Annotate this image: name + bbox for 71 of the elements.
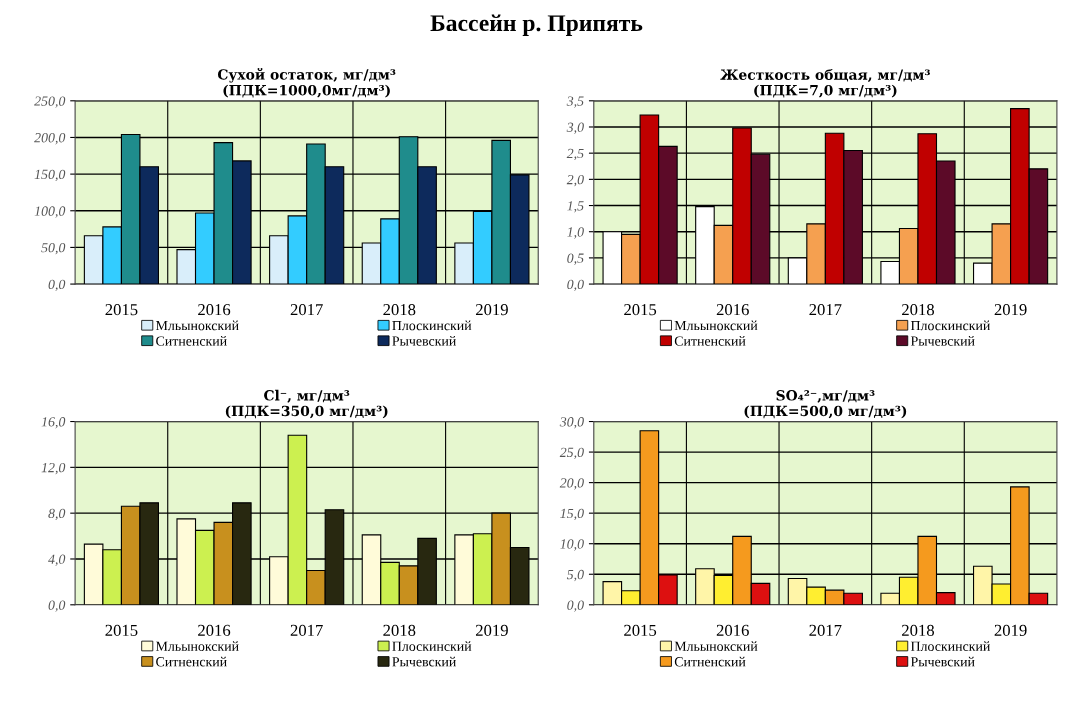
y-tick-label: 16,0 [41, 417, 66, 429]
legend-label: Ситненский [156, 336, 227, 346]
y-tick-label: 100,0 [34, 206, 66, 218]
x-tick-label: 2019 [475, 624, 508, 636]
x-tick-label: 2015 [624, 624, 657, 636]
chart-subtitle: (ПДК=1000,0мг/дм³) [223, 84, 390, 98]
x-tick-label: 2016 [716, 304, 749, 316]
y-tick-label: 50,0 [41, 243, 66, 255]
x-tick-label: 2016 [198, 624, 231, 636]
x-tick-label: 2015 [624, 304, 657, 316]
legend-label: Рычевский [910, 656, 975, 667]
legend-label: Плоскинский [392, 641, 472, 651]
legend-label: Мльынокский [674, 320, 758, 331]
legend-label: Мльынокский [674, 641, 758, 651]
legend-label: Ситненский [674, 656, 746, 667]
y-tick-label: 0,0 [48, 279, 66, 292]
y-tick-label: 0,0 [48, 600, 66, 612]
legend-label: Ситненский [156, 656, 227, 667]
y-tick-label: 3,5 [566, 96, 584, 108]
chart-title: SO₄²⁻,мг/дм³ [776, 390, 875, 403]
y-tick-label: 200,0 [34, 133, 66, 145]
legend-label: Плоскинский [910, 320, 991, 331]
x-tick-label: 2018 [383, 304, 416, 316]
y-tick-label: 10,0 [560, 539, 584, 551]
legend-label: Мльынокский [155, 320, 239, 331]
x-tick-label: 2015 [105, 304, 138, 316]
y-tick-label: 8,0 [48, 508, 66, 521]
y-tick-label: 1,5 [567, 201, 584, 213]
y-tick-label: 4,0 [48, 554, 66, 566]
text: Бассейн р. Припять [430, 14, 643, 36]
y-tick-label: 30,0 [559, 417, 584, 429]
y-tick-label: 12,0 [41, 462, 66, 475]
legend-label: Мльынокский [155, 641, 239, 651]
legend-label: Рычевский [910, 336, 975, 346]
y-tick-label: 5,0 [566, 569, 584, 582]
y-tick-label: 20,0 [559, 478, 584, 490]
y-tick-label: 15,0 [560, 508, 584, 521]
x-tick-label: 2019 [994, 304, 1027, 316]
x-tick-label: 2016 [198, 304, 231, 316]
y-tick-label: 0,0 [567, 279, 584, 292]
x-tick-label: 2018 [902, 624, 934, 636]
x-tick-label: 2018 [902, 304, 934, 316]
y-tick-label: 150,0 [34, 169, 66, 182]
chart-subtitle: (ПДК=500,0 мг/дм³) [744, 405, 907, 419]
y-tick-label: 2,0 [566, 174, 584, 187]
legend-label: Плоскинский [392, 320, 472, 331]
x-tick-label: 2019 [994, 624, 1027, 636]
y-tick-label: 250,0 [34, 96, 66, 108]
x-tick-label: 2019 [475, 304, 508, 316]
y-tick-label: 0,0 [567, 600, 584, 612]
x-tick-label: 2018 [383, 624, 416, 636]
x-tick-label: 2017 [290, 624, 323, 636]
x-tick-label: 2017 [809, 624, 842, 636]
y-tick-label: 1,0 [567, 227, 584, 239]
x-tick-label: 2017 [809, 304, 842, 316]
y-tick-label: 3,0 [566, 122, 584, 134]
y-tick-label: 25,0 [559, 447, 584, 460]
legend-label: Ситненский [674, 336, 746, 346]
x-tick-label: 2017 [290, 304, 323, 316]
legend-label: Плоскинский [910, 641, 991, 651]
x-tick-label: 2016 [716, 624, 749, 636]
y-tick-label: 0,5 [567, 253, 584, 265]
chart-subtitle: (ПДК=350,0 мг/дм³) [225, 405, 388, 419]
chart-title: Жесткость общая, мг/дм³ [720, 68, 930, 82]
y-tick-label: 2,5 [566, 148, 584, 161]
legend-label: Рычевский [392, 656, 456, 667]
chart-subtitle: (ПДК=7,0 мг/дм³) [754, 84, 897, 98]
chart-title: Сухой остаток, мг/дм³ [217, 68, 396, 83]
chart-title: Cl⁻, мг/дм³ [264, 389, 350, 403]
legend-label: Рычевский [392, 336, 456, 346]
x-tick-label: 2015 [105, 624, 138, 636]
